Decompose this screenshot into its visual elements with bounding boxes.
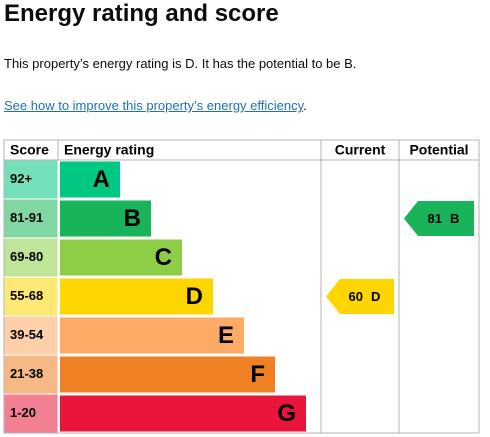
rating-letter: E [218,322,234,349]
score-range: 55-68 [10,288,43,303]
link-suffix: . [303,98,307,113]
rating-letter: B [124,205,141,232]
score-cell [4,394,58,433]
rating-letter: G [277,400,296,427]
link-line: See how to improve this property’s energ… [4,98,307,113]
improve-link[interactable]: See how to improve this property’s energ… [4,98,304,113]
rating-letter: A [93,166,110,193]
potential-score: 81 [428,211,442,226]
rating-letter: D [186,283,203,310]
score-range: 21-38 [10,366,43,381]
rating-bar [60,278,213,315]
score-cell [4,199,58,238]
column-header: Current [335,142,386,158]
score-cell [4,277,58,316]
rating-letter: F [250,361,265,388]
column-header: Energy rating [64,142,154,158]
rating-letter: C [155,244,172,271]
rating-bar [60,317,244,354]
energy-table: Score Energy rating Current Potential 92+ A 81… [3,139,480,434]
score-cell [4,355,58,394]
table-border [3,139,480,434]
score-range: 1-20 [10,405,36,420]
potential-arrow [404,201,474,236]
score-range: 39-54 [10,327,44,342]
current-score: 60 [349,289,363,304]
current-rating: D [371,289,380,304]
summary: This property’s energy rating is D. It h… [4,56,357,71]
score-range: 92+ [10,171,32,186]
rating-bar [60,161,120,198]
rating-bar [60,239,182,276]
rating-bar [60,356,275,393]
score-cell [4,316,58,355]
score-cell [4,160,58,199]
column-header: Score [10,142,49,158]
rating-bar [60,395,306,432]
score-range: 69-80 [10,249,43,264]
rating-bar [60,200,151,237]
title: Energy rating and score [4,0,279,27]
column-header: Potential [409,142,468,158]
score-cell [4,238,58,277]
score-range: 81-91 [10,210,43,225]
potential-rating: B [450,211,459,226]
current-arrow [326,279,394,314]
